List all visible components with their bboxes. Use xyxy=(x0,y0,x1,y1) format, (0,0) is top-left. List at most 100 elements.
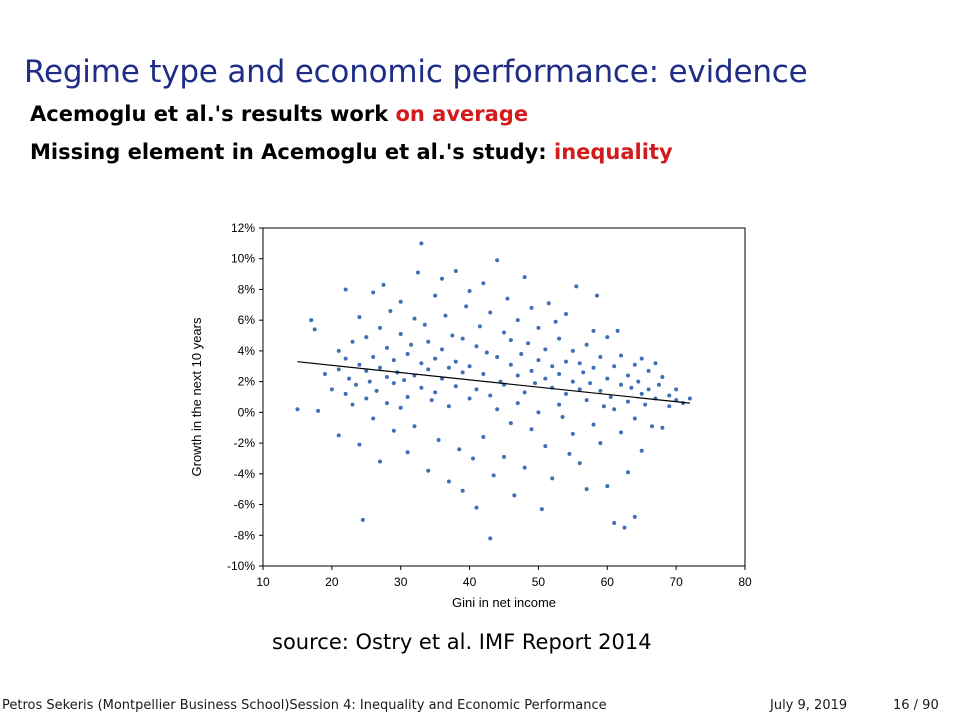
data-point xyxy=(440,347,445,352)
data-point xyxy=(467,396,472,401)
data-point xyxy=(612,407,617,412)
data-point xyxy=(553,319,558,324)
data-point xyxy=(384,345,389,350)
data-point xyxy=(543,376,548,381)
data-point xyxy=(488,393,493,398)
y-tick-label: -10% xyxy=(227,559,255,573)
data-point xyxy=(419,241,424,246)
data-point xyxy=(477,324,482,329)
data-points xyxy=(295,241,692,541)
data-point xyxy=(488,536,493,541)
y-tick-label: -8% xyxy=(234,528,256,542)
data-point xyxy=(453,359,458,364)
slide-title: Regime type and economic performance: ev… xyxy=(24,54,808,90)
data-point xyxy=(453,269,458,274)
data-point xyxy=(322,371,327,376)
data-point xyxy=(612,364,617,369)
data-point xyxy=(660,375,665,380)
data-point xyxy=(543,347,548,352)
data-point xyxy=(639,448,644,453)
data-point xyxy=(543,444,548,449)
data-point xyxy=(612,520,617,525)
data-point xyxy=(619,430,624,435)
data-point xyxy=(574,284,579,289)
data-point xyxy=(457,447,462,452)
data-point xyxy=(440,276,445,281)
y-tick-label: -4% xyxy=(234,467,256,481)
data-point xyxy=(316,408,321,413)
x-tick-label: 30 xyxy=(394,575,408,589)
statement-line-1-highlight: on average xyxy=(395,102,529,126)
data-point xyxy=(412,316,417,321)
data-point xyxy=(653,361,658,366)
data-point xyxy=(391,381,396,386)
data-point xyxy=(508,338,513,343)
data-point xyxy=(467,288,472,293)
data-point xyxy=(508,421,513,426)
data-point xyxy=(632,514,637,519)
data-point xyxy=(405,351,410,356)
data-point xyxy=(481,371,486,376)
x-tick-label: 40 xyxy=(463,575,477,589)
y-tick-label: 6% xyxy=(238,313,256,327)
y-tick-label: 10% xyxy=(231,252,255,266)
data-point xyxy=(577,361,582,366)
data-point xyxy=(312,327,317,332)
data-point xyxy=(639,356,644,361)
data-point xyxy=(522,390,527,395)
data-point xyxy=(522,275,527,280)
data-point xyxy=(539,507,544,512)
data-point xyxy=(371,416,376,421)
data-point xyxy=(608,395,613,399)
data-point xyxy=(632,416,637,421)
data-point xyxy=(495,355,500,360)
data-point xyxy=(484,350,489,355)
data-point xyxy=(550,364,555,369)
data-point xyxy=(625,373,630,378)
data-point xyxy=(502,330,506,335)
data-point xyxy=(495,258,500,263)
x-axis-label: Gini in net income xyxy=(452,595,556,610)
data-point xyxy=(415,270,420,275)
data-point xyxy=(453,384,458,389)
data-point xyxy=(625,470,630,475)
data-point xyxy=(347,376,352,381)
y-tick-label: -2% xyxy=(234,436,256,450)
data-point xyxy=(629,385,634,390)
data-point xyxy=(474,505,479,510)
data-point xyxy=(536,410,541,415)
y-tick-label: 12% xyxy=(231,221,255,235)
y-tick-label: 2% xyxy=(238,375,256,389)
data-point xyxy=(405,450,410,455)
data-point xyxy=(388,308,393,313)
data-point xyxy=(398,405,403,410)
data-point xyxy=(357,442,362,447)
data-point xyxy=(384,401,389,406)
data-point xyxy=(532,381,537,386)
data-point xyxy=(419,361,424,366)
y-tick-label: 8% xyxy=(238,282,256,296)
data-point xyxy=(536,358,541,363)
data-point xyxy=(581,370,586,375)
data-point xyxy=(536,325,541,330)
statement-line-2-highlight: inequality xyxy=(554,140,673,164)
data-point xyxy=(436,438,441,443)
y-axis-ticks: 12% 10% 8% 6% 4% 2% 0% -2% -4% -6% -8% -10% xyxy=(227,221,263,573)
data-point xyxy=(515,401,520,406)
data-point xyxy=(433,390,438,395)
data-point xyxy=(422,322,427,327)
data-point xyxy=(398,332,403,337)
data-point xyxy=(529,427,534,432)
data-point xyxy=(495,407,500,412)
data-point xyxy=(464,304,469,309)
data-point xyxy=(474,387,479,392)
data-point xyxy=(584,398,589,403)
data-point xyxy=(474,344,479,349)
data-point xyxy=(512,493,517,498)
scatter-chart: 12% 10% 8% 6% 4% 2% 0% -2% -4% -6% -8% -10% 10 20 30 4… xyxy=(189,221,752,610)
data-point xyxy=(357,362,362,367)
y-axis-label: Growth in the next 10 years xyxy=(189,317,204,476)
y-tick-label: -6% xyxy=(234,498,256,512)
data-point xyxy=(639,391,644,396)
data-point xyxy=(350,339,355,344)
